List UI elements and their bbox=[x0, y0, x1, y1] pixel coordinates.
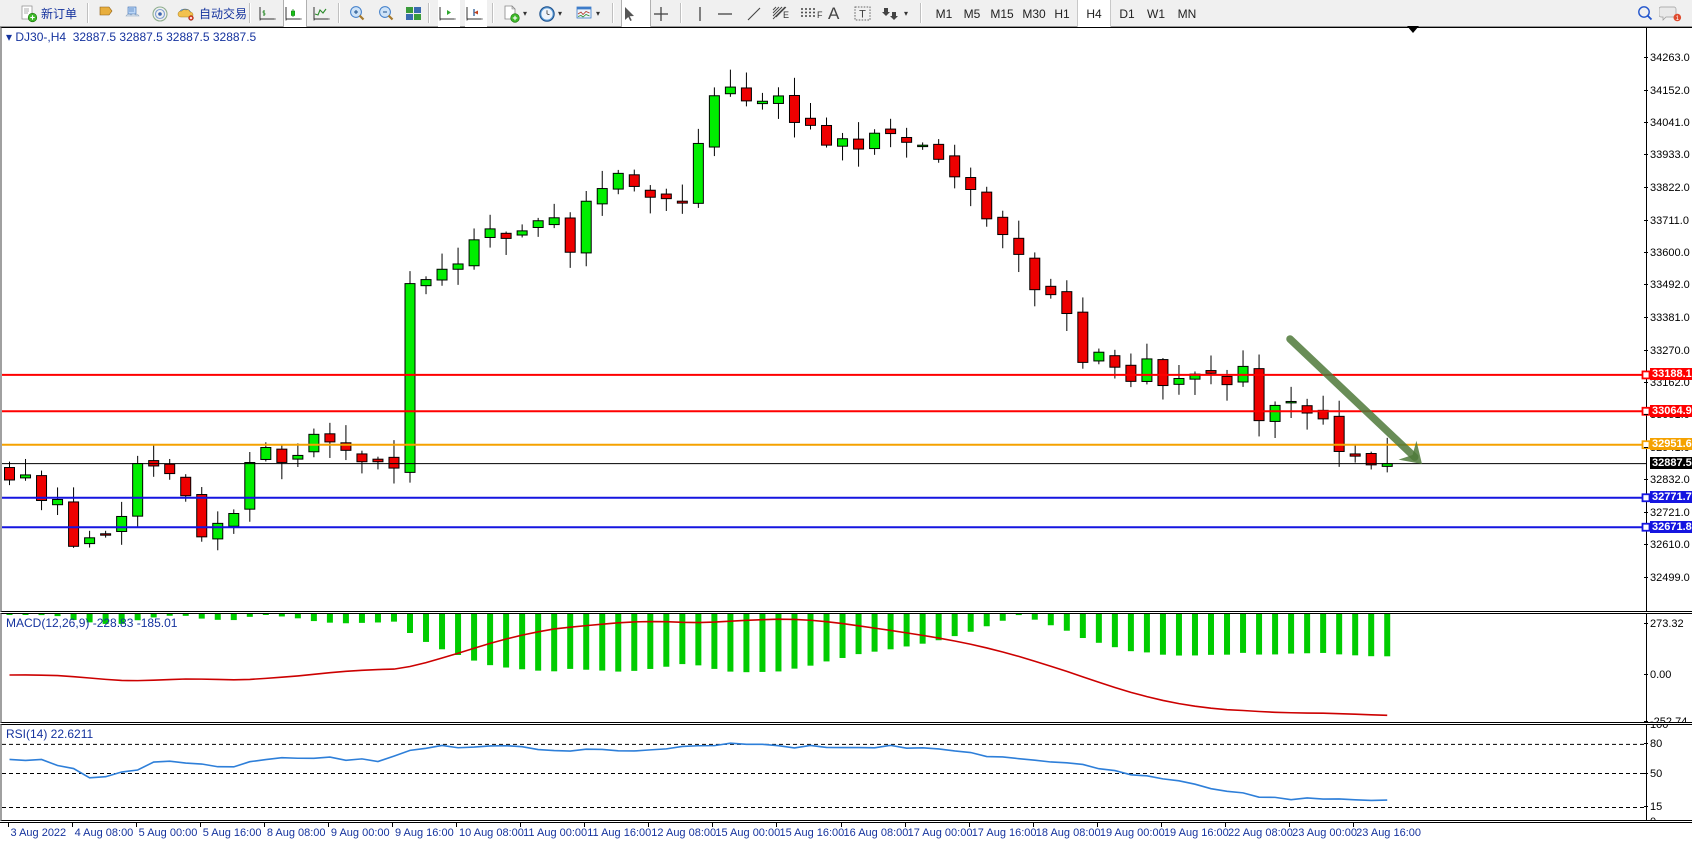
svg-text:T: T bbox=[859, 8, 866, 20]
svg-text:1: 1 bbox=[1676, 15, 1680, 22]
